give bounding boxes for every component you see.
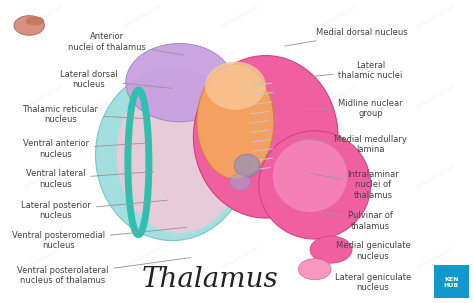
Text: Lateral posterior
nucleus: Lateral posterior nucleus xyxy=(21,200,167,220)
Ellipse shape xyxy=(229,174,251,190)
Text: www.kenhub.com: www.kenhub.com xyxy=(416,84,456,109)
Text: Medial dorsal nucleus: Medial dorsal nucleus xyxy=(285,28,407,46)
Text: www.kenhub.com: www.kenhub.com xyxy=(122,165,163,189)
Text: Intralaminar
nuclei of
thalamus: Intralaminar nuclei of thalamus xyxy=(310,170,399,200)
Ellipse shape xyxy=(273,140,347,212)
Text: www.kenhub.com: www.kenhub.com xyxy=(318,84,358,109)
Text: Pulvinar of
thalamus: Pulvinar of thalamus xyxy=(322,211,393,231)
Text: Thalamus: Thalamus xyxy=(141,266,278,293)
Text: Ventral posterolateral
nucleus of thalamus: Ventral posterolateral nucleus of thalam… xyxy=(17,258,191,285)
Text: www.kenhub.com: www.kenhub.com xyxy=(24,245,64,270)
Text: www.kenhub.com: www.kenhub.com xyxy=(24,4,64,29)
Text: www.kenhub.com: www.kenhub.com xyxy=(220,165,260,189)
Ellipse shape xyxy=(126,44,233,122)
Ellipse shape xyxy=(259,131,371,239)
Text: www.kenhub.com: www.kenhub.com xyxy=(220,245,260,270)
Text: Midline nuclear
group: Midline nuclear group xyxy=(306,98,403,118)
Ellipse shape xyxy=(197,65,274,179)
Ellipse shape xyxy=(26,16,44,25)
Text: www.kenhub.com: www.kenhub.com xyxy=(122,245,163,270)
Text: www.kenhub.com: www.kenhub.com xyxy=(416,165,456,189)
Text: KEN
HUB: KEN HUB xyxy=(444,277,459,288)
Text: Lateral dorsal
nucleus: Lateral dorsal nucleus xyxy=(60,70,172,89)
Text: www.kenhub.com: www.kenhub.com xyxy=(122,84,163,109)
Text: www.kenhub.com: www.kenhub.com xyxy=(318,4,358,29)
Ellipse shape xyxy=(117,77,242,233)
Text: Ventral posteromedial
nucleus: Ventral posteromedial nucleus xyxy=(11,227,186,250)
Text: Thalamic reticular
nucleus: Thalamic reticular nucleus xyxy=(22,105,146,124)
Text: Medial geniculate
nucleus: Medial geniculate nucleus xyxy=(331,241,410,261)
Text: www.kenhub.com: www.kenhub.com xyxy=(318,165,358,189)
Text: www.kenhub.com: www.kenhub.com xyxy=(24,165,64,189)
Ellipse shape xyxy=(205,62,266,110)
Ellipse shape xyxy=(234,154,260,177)
Text: www.kenhub.com: www.kenhub.com xyxy=(24,84,64,109)
Ellipse shape xyxy=(310,236,352,263)
Ellipse shape xyxy=(193,55,338,218)
Text: Ventral anterior
nucleus: Ventral anterior nucleus xyxy=(23,139,149,158)
Text: www.kenhub.com: www.kenhub.com xyxy=(220,4,260,29)
Text: www.kenhub.com: www.kenhub.com xyxy=(318,245,358,270)
Ellipse shape xyxy=(95,69,249,241)
FancyBboxPatch shape xyxy=(434,265,469,298)
Text: www.kenhub.com: www.kenhub.com xyxy=(122,4,163,29)
Text: Ventral lateral
nucleus: Ventral lateral nucleus xyxy=(26,169,154,189)
Text: Lateral geniculate
nucleus: Lateral geniculate nucleus xyxy=(329,273,411,292)
Text: Lateral
thalamic nuclei: Lateral thalamic nuclei xyxy=(313,61,403,80)
Ellipse shape xyxy=(14,16,45,35)
Ellipse shape xyxy=(299,259,331,280)
Text: Anterior
nuclei of thalamus: Anterior nuclei of thalamus xyxy=(68,32,184,55)
Text: www.kenhub.com: www.kenhub.com xyxy=(416,4,456,29)
Text: www.kenhub.com: www.kenhub.com xyxy=(416,245,456,270)
Text: Medial medullary
lamina: Medial medullary lamina xyxy=(294,135,407,154)
Text: www.kenhub.com: www.kenhub.com xyxy=(220,84,260,109)
